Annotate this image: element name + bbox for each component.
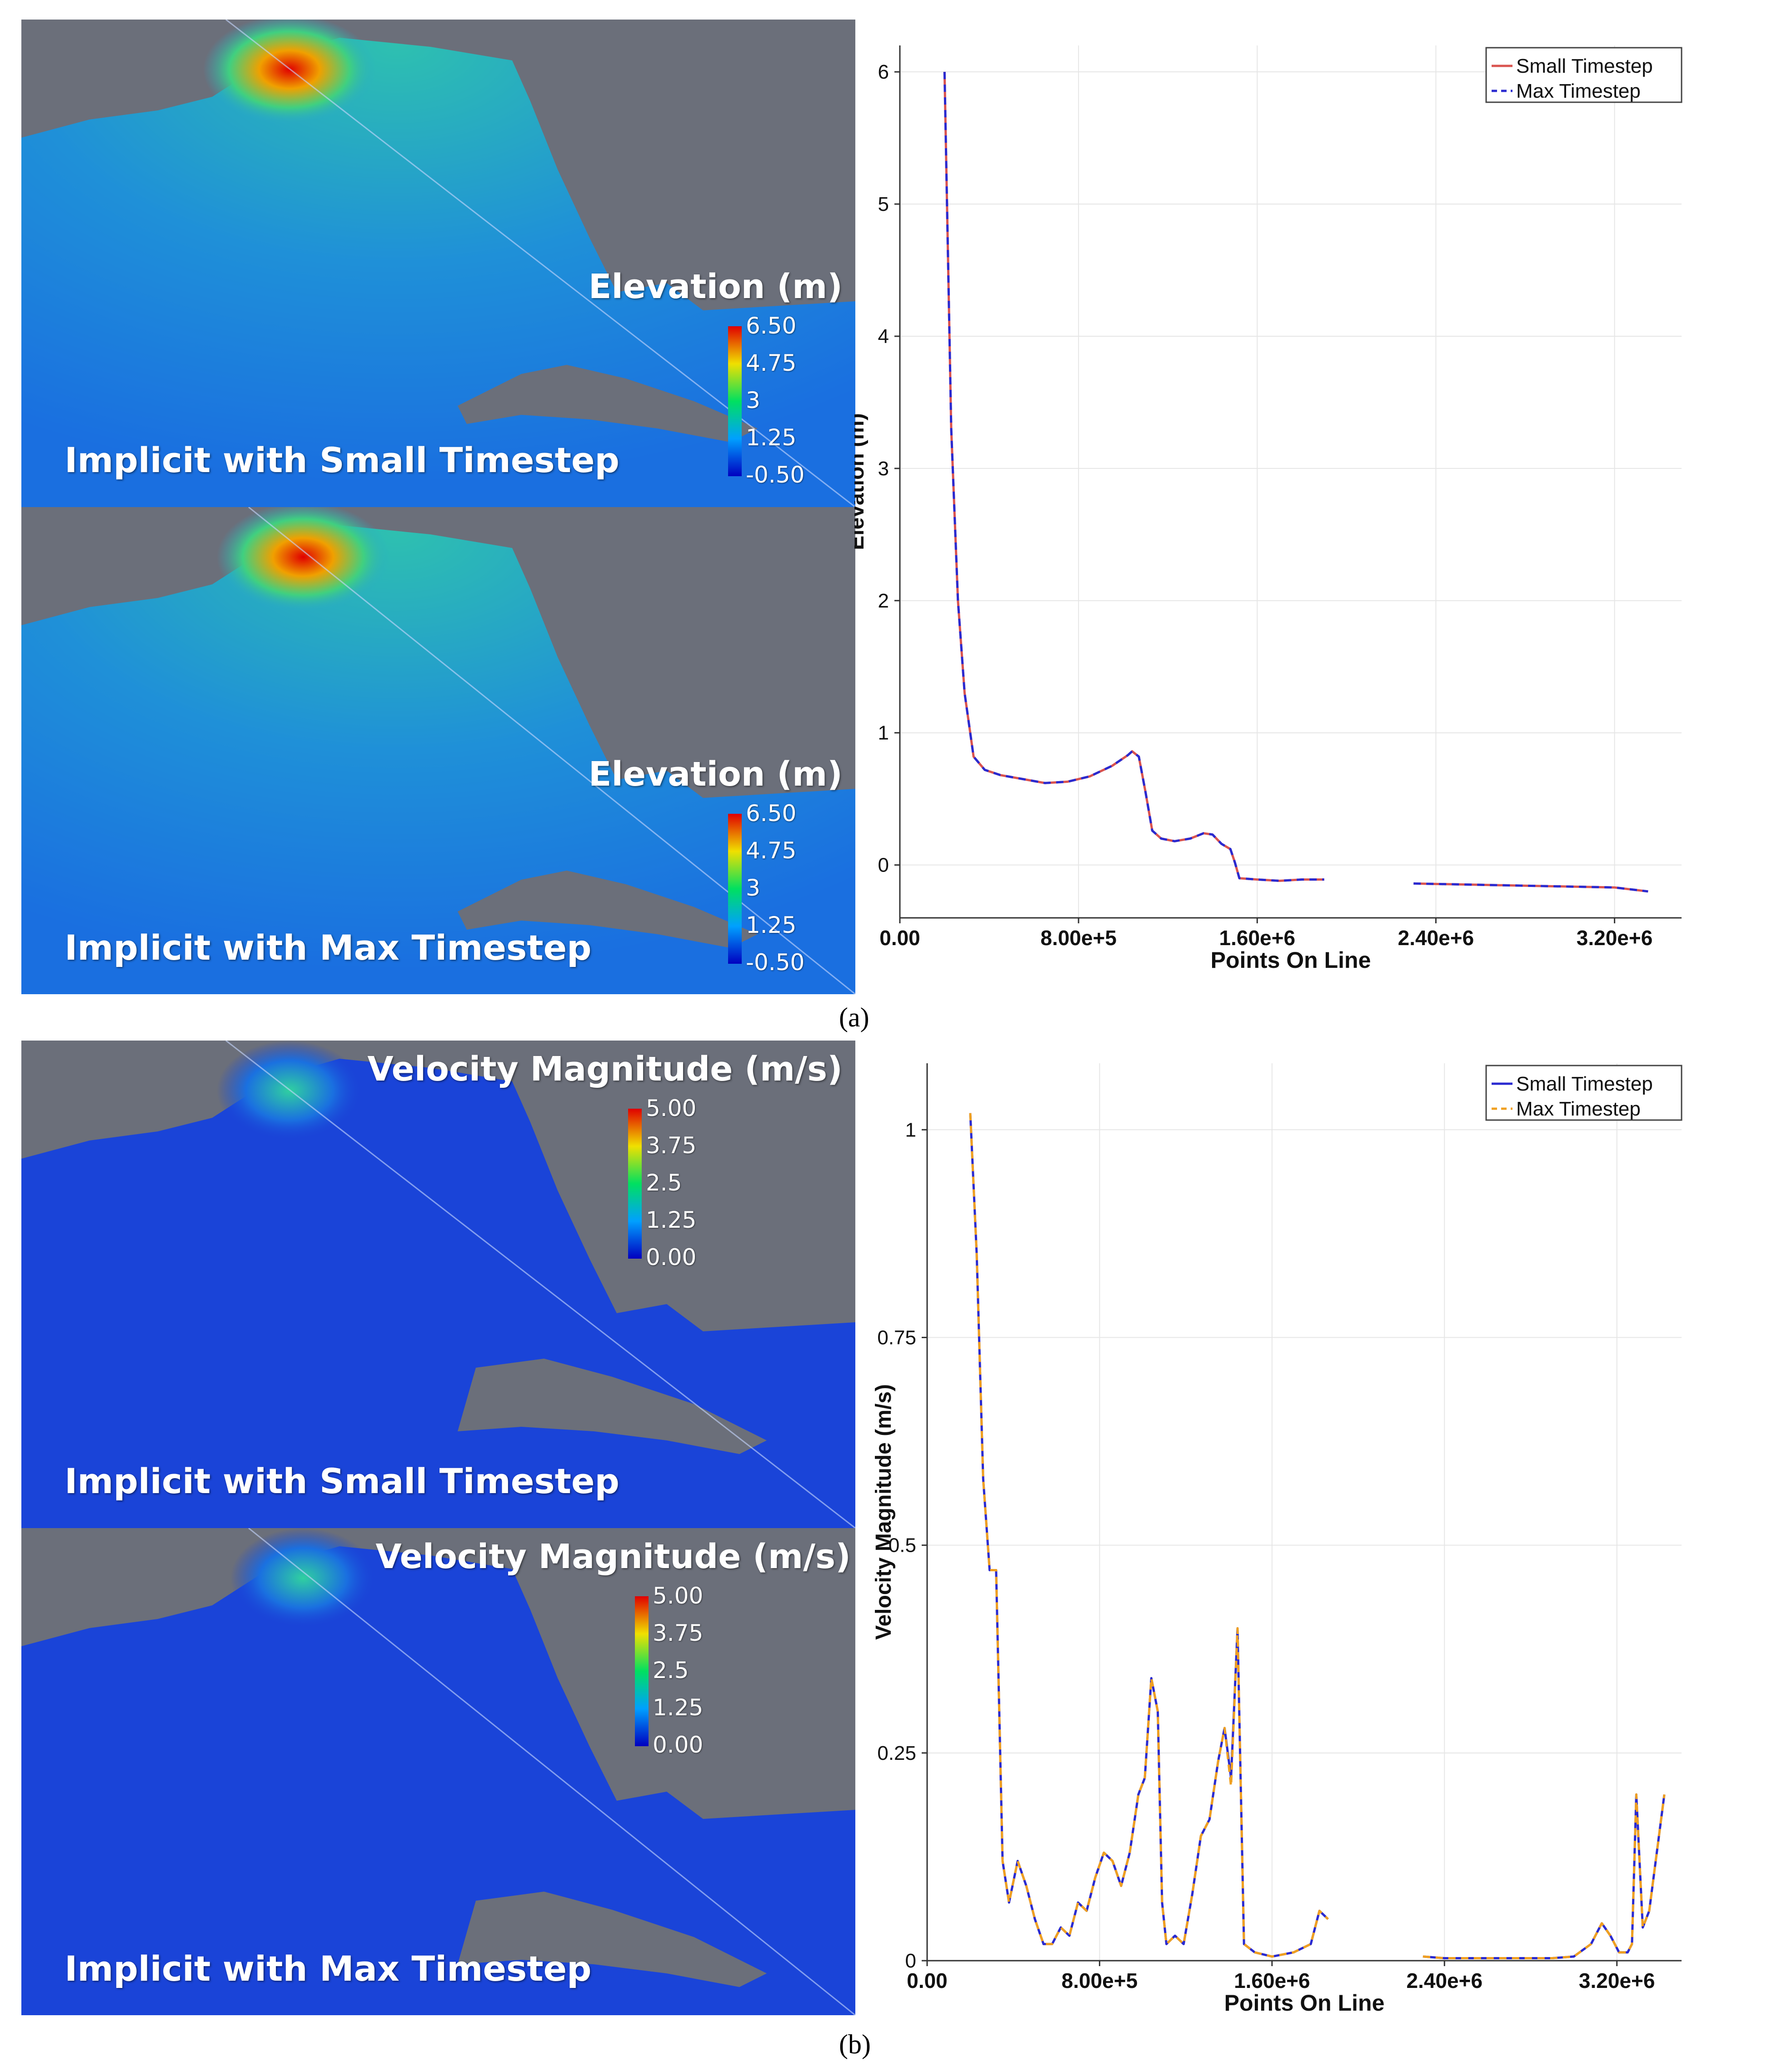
map-caption: Implicit with Max Timestep (65, 927, 592, 968)
x-tick-label: 2.40e+6 (1398, 926, 1474, 950)
colorbar (635, 1596, 649, 1746)
legend-box (1485, 1065, 1682, 1121)
legend-label: Small Timestep (1516, 1073, 1653, 1095)
map-caption: Implicit with Max Timestep (65, 1948, 592, 1989)
series-line-small-timestep (943, 72, 1324, 882)
y-tick-label: 4 (878, 325, 889, 348)
colorbar-tick: 3.75 (646, 1132, 697, 1159)
colorbar-tick: 3 (746, 387, 760, 413)
velocity-line-plot: 0.00 8.00e+5 1.60e+6 2.40e+6 3.20e+6 0 0.25 0.5… (872, 1063, 1682, 2013)
colorbar-tick: -0.50 (746, 462, 805, 488)
elevation-map-small-timestep: Elevation (m) 6.50 4.75 3 1.25 -0.50 Imp… (21, 20, 855, 507)
colorbar-tick: 1.25 (746, 912, 797, 938)
series-line-max-timestep (969, 1113, 1329, 1958)
y-axis-label: Elevation (m) (854, 413, 869, 550)
colorbar-tick: 1.25 (653, 1694, 704, 1721)
elevation-map-max-timestep: Elevation (m) 6.50 4.75 3 1.25 -0.50 Imp… (21, 507, 855, 994)
x-tick-label: 8.00e+5 (1040, 926, 1117, 950)
colorbar-tick: 6.50 (746, 313, 797, 339)
velocity-map-small-timestep: Velocity Magnitude (m/s) 5.00 3.75 2.5 1… (21, 1041, 855, 1528)
colorbar-tick: 2.5 (646, 1170, 682, 1196)
y-tick-label: 0.25 (877, 1742, 916, 1764)
x-tick-label: 8.00e+5 (1062, 1969, 1138, 1992)
y-tick-label: 2 (878, 590, 889, 612)
y-tick-label: 0.75 (877, 1326, 916, 1349)
colorbar-tick: 4.75 (746, 837, 797, 864)
colorbar-title: Elevation (m) (588, 267, 843, 306)
colorbar-tick: 5.00 (653, 1583, 704, 1609)
colorbar-tick: 0.00 (653, 1732, 704, 1758)
map-render (21, 1041, 855, 1528)
map-caption: Implicit with Small Timestep (65, 440, 619, 480)
panel-label-a: (a) (839, 1002, 869, 1032)
x-tick-label: 3.20e+6 (1577, 926, 1653, 950)
y-tick-label: 6 (878, 61, 889, 83)
legend-label: Small Timestep (1516, 55, 1653, 77)
colorbar-tick: 1.25 (746, 424, 797, 451)
colorbar-tick: 2.5 (653, 1657, 689, 1684)
colorbar (628, 1109, 642, 1259)
y-tick-label: 1 (905, 1119, 916, 1141)
legend-box (1485, 47, 1682, 103)
y-tick-label: 3 (878, 458, 889, 480)
x-tick-label: 1.60e+6 (1219, 926, 1296, 950)
y-axis-label: Velocity Magnitude (m/s) (872, 1384, 896, 1640)
x-tick-label: 1.60e+6 (1234, 1969, 1310, 1992)
colorbar-tick: 5.00 (646, 1095, 697, 1121)
x-tick-label: 3.20e+6 (1579, 1969, 1655, 1992)
colorbar-tick: 1.25 (646, 1207, 697, 1233)
colorbar-title: Elevation (m) (588, 755, 843, 794)
velocity-map-max-timestep: Velocity Magnitude (m/s) 5.00 3.75 2.5 1… (21, 1528, 855, 2015)
colorbar-tick: 0.00 (646, 1244, 697, 1270)
x-axis-label: Points On Line (1224, 1990, 1385, 2013)
colorbar-tick: 4.75 (746, 350, 797, 376)
map-render (21, 507, 855, 994)
series-line-max-timestep (1413, 882, 1648, 893)
colorbar-tick: -0.50 (746, 949, 805, 976)
x-tick-label: 0.00 (907, 1969, 948, 1992)
y-tick-label: 5 (878, 193, 889, 215)
series-line-small-timestep (969, 1113, 1329, 1958)
series-line-max-timestep (943, 72, 1324, 882)
colorbar-title: Velocity Magnitude (m/s) (367, 1050, 843, 1089)
legend-label: Max Timestep (1516, 80, 1641, 102)
legend-label: Max Timestep (1516, 1098, 1641, 1120)
colorbar (728, 326, 742, 476)
map-render (21, 20, 855, 507)
series-line-max-timestep (1423, 1793, 1666, 1959)
x-axis-label: Points On Line (1211, 947, 1371, 973)
colorbar-tick: 3.75 (653, 1620, 704, 1646)
panel-label-b: (b) (839, 2029, 871, 2059)
colorbar-title: Velocity Magnitude (m/s) (375, 1537, 851, 1576)
elevation-line-plot: 0.00 8.00e+5 1.60e+6 2.40e+6 3.20e+6 0 1 2 3 4 5 6 P… (854, 45, 1682, 973)
x-tick-label: 0.00 (879, 926, 920, 950)
x-tick-label: 2.40e+6 (1407, 1969, 1483, 1992)
y-tick-label: 0.5 (889, 1534, 916, 1557)
colorbar-tick: 3 (746, 875, 760, 901)
colorbar (728, 814, 742, 964)
map-render (21, 1528, 855, 2015)
y-tick-label: 1 (878, 722, 889, 744)
y-tick-label: 0 (878, 854, 889, 877)
map-caption: Implicit with Small Timestep (65, 1461, 619, 1501)
colorbar-tick: 6.50 (746, 800, 797, 827)
y-tick-label: 0 (905, 1950, 916, 1972)
series-line-small-timestep (1423, 1793, 1666, 1959)
